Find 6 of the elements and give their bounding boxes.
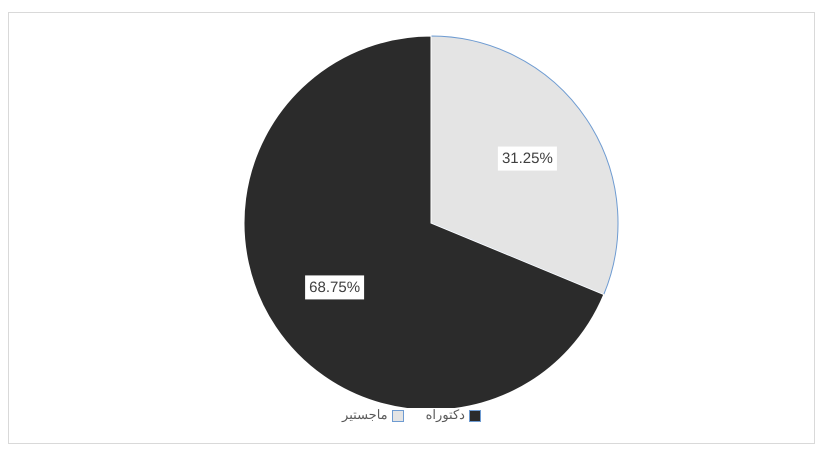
legend-label: دكتوراه xyxy=(426,408,465,423)
legend-label: ماجستير xyxy=(342,408,388,423)
pie-slice xyxy=(430,36,618,296)
data-label: 68.75% xyxy=(309,278,360,296)
pie-slice xyxy=(244,36,604,408)
data-label: 31.25% xyxy=(502,150,553,168)
